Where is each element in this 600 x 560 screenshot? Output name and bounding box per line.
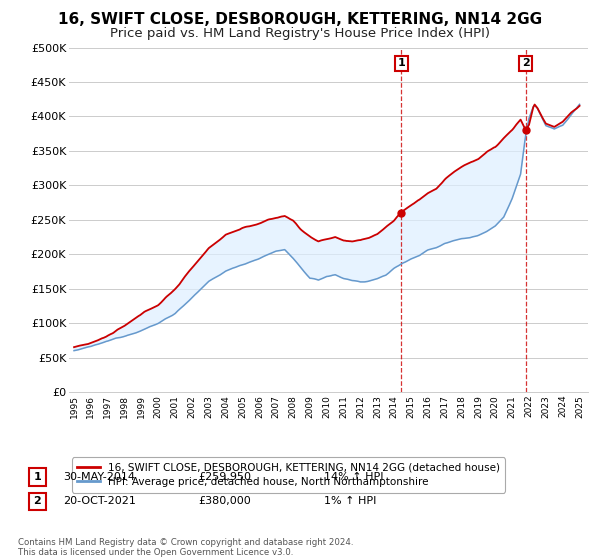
Text: 16, SWIFT CLOSE, DESBOROUGH, KETTERING, NN14 2GG: 16, SWIFT CLOSE, DESBOROUGH, KETTERING, … <box>58 12 542 27</box>
Text: Price paid vs. HM Land Registry's House Price Index (HPI): Price paid vs. HM Land Registry's House … <box>110 27 490 40</box>
Text: £380,000: £380,000 <box>198 496 251 506</box>
Text: 30-MAY-2014: 30-MAY-2014 <box>63 472 135 482</box>
Text: 1: 1 <box>397 58 405 68</box>
Text: 14% ↑ HPI: 14% ↑ HPI <box>324 472 383 482</box>
Text: 20-OCT-2021: 20-OCT-2021 <box>63 496 136 506</box>
Text: £259,950: £259,950 <box>198 472 251 482</box>
Legend: 16, SWIFT CLOSE, DESBOROUGH, KETTERING, NN14 2GG (detached house), HPI: Average : 16, SWIFT CLOSE, DESBOROUGH, KETTERING, … <box>71 458 505 493</box>
Text: 1: 1 <box>34 472 41 482</box>
Text: 2: 2 <box>34 496 41 506</box>
Text: 1% ↑ HPI: 1% ↑ HPI <box>324 496 376 506</box>
Text: Contains HM Land Registry data © Crown copyright and database right 2024.
This d: Contains HM Land Registry data © Crown c… <box>18 538 353 557</box>
Text: 2: 2 <box>522 58 530 68</box>
